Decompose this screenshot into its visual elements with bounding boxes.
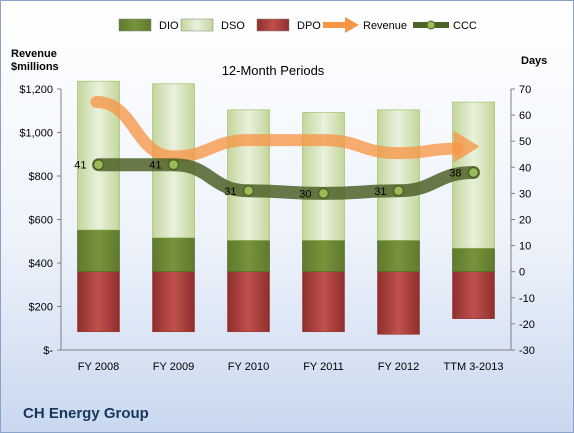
ccc-data-label: 31 xyxy=(224,186,236,198)
right-tick-label: 20 xyxy=(519,215,531,227)
chart-title: 12-Month Periods xyxy=(222,63,325,78)
right-tick-label: -30 xyxy=(519,345,535,357)
legend-label-ccc: CCC xyxy=(453,20,477,32)
x-tick-label: FY 2010 xyxy=(228,361,269,373)
right-axis-title: Days xyxy=(521,55,547,67)
left-axis-title-units: $millions xyxy=(11,61,59,73)
revenue-arrowhead xyxy=(453,130,480,163)
x-tick-label: TTM 3-2013 xyxy=(444,361,504,373)
dpo-bar xyxy=(302,271,345,333)
dio-bar xyxy=(302,240,345,273)
legend-label-dso: DSO xyxy=(221,20,245,32)
ccc-point xyxy=(167,158,180,171)
right-tick-label: 30 xyxy=(519,188,531,200)
right-tick-label: 60 xyxy=(519,110,531,122)
right-tick-label: -10 xyxy=(519,293,535,305)
left-tick-label: $600 xyxy=(29,215,53,227)
x-tick-label: FY 2011 xyxy=(303,361,344,373)
x-tick-label: FY 2012 xyxy=(378,361,419,373)
dpo-bar xyxy=(227,271,270,333)
ccc-data-label: 41 xyxy=(74,160,86,172)
left-tick-label: $200 xyxy=(29,302,53,314)
legend-label-dpo: DPO xyxy=(297,20,321,32)
right-tick-label: 50 xyxy=(519,136,531,148)
x-tick-label: FY 2009 xyxy=(153,361,194,373)
right-tick-label: 0 xyxy=(519,267,525,279)
legend-label-revenue: Revenue xyxy=(363,20,407,32)
left-tick-label: $1,000 xyxy=(19,128,53,140)
left-tick-label: $400 xyxy=(29,258,53,270)
x-tick-label: FY 2008 xyxy=(78,361,119,373)
dso-bar xyxy=(377,109,420,241)
revenue-line xyxy=(90,96,464,163)
right-tick-label: 40 xyxy=(519,162,531,174)
ccc-data-label: 38 xyxy=(449,168,461,180)
dio-bar xyxy=(377,240,420,273)
company-name: CH Energy Group xyxy=(23,405,149,422)
dio-bar xyxy=(452,247,495,273)
ccc-data-label: 30 xyxy=(299,188,311,200)
legend-swatch-dpo xyxy=(256,18,290,32)
ccc-point xyxy=(92,158,105,171)
legend-arrow-revenue xyxy=(345,17,359,33)
left-tick-label: $800 xyxy=(29,171,53,183)
ccc-data-label: 41 xyxy=(149,160,161,172)
dio-bar xyxy=(227,240,270,273)
right-tick-label: 10 xyxy=(519,241,531,253)
left-tick-label: $1,200 xyxy=(19,84,53,96)
dso-bar xyxy=(302,112,345,241)
ccc-point xyxy=(317,187,330,200)
legend-label-dio: DIO xyxy=(159,20,179,32)
dio-bar xyxy=(152,237,195,273)
left-tick-label: $- xyxy=(43,345,53,357)
dpo-bar xyxy=(77,271,120,333)
legend-swatch-dso xyxy=(180,18,214,32)
legend-marker-ccc xyxy=(426,20,436,30)
dio-bar xyxy=(77,229,120,273)
right-tick-label: 70 xyxy=(519,84,531,96)
dpo-bar xyxy=(452,271,495,319)
dpo-bar xyxy=(377,271,420,335)
dso-bar xyxy=(227,109,270,241)
ccc-point xyxy=(467,166,480,179)
ccc-point xyxy=(242,185,255,197)
dpo-bar xyxy=(152,271,195,333)
ccc-data-label: 31 xyxy=(374,186,386,198)
right-tick-label: -20 xyxy=(519,319,535,331)
left-axis-title: Revenue xyxy=(11,48,57,60)
ccc-point xyxy=(392,185,405,197)
legend-swatch-dio xyxy=(118,18,152,32)
